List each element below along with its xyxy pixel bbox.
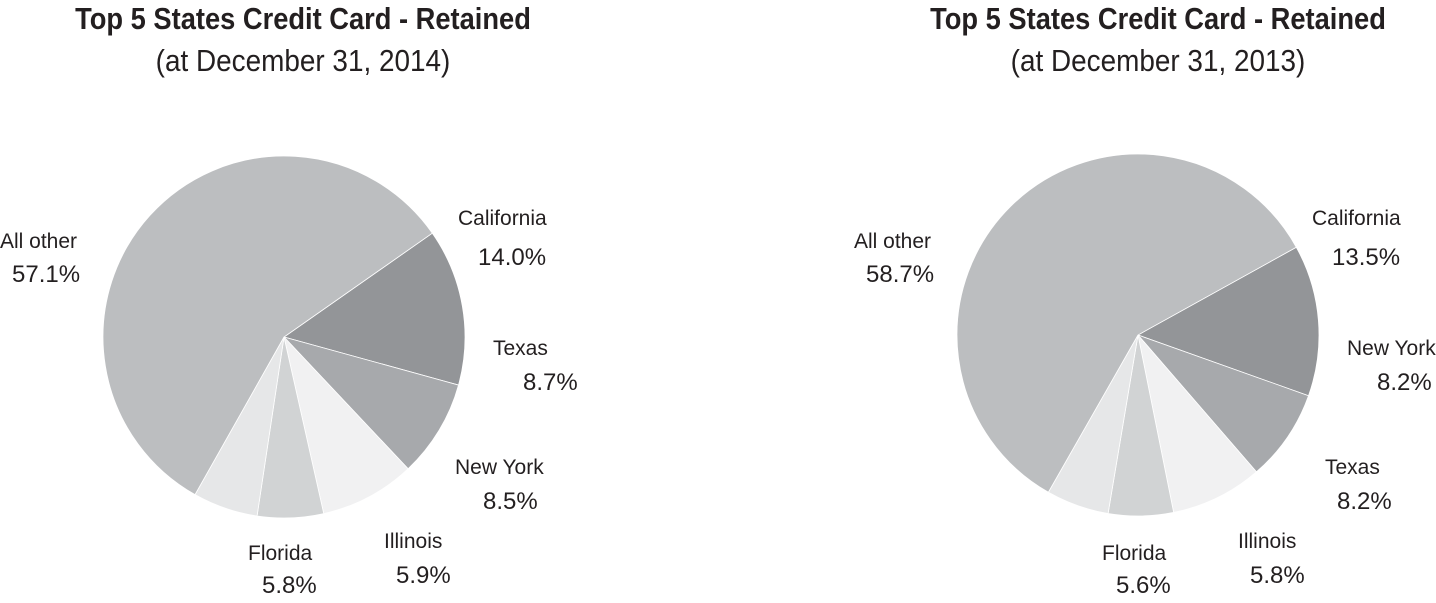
chart-title: Top 5 States Credit Card - Retained [75, 1, 531, 36]
slice-value-all-other: 57.1% [12, 261, 80, 288]
slice-label-california: California [1312, 207, 1401, 230]
slice-value-illinois: 5.8% [1250, 562, 1305, 589]
pie-slice-new-york [283, 335, 409, 515]
slice-label-texas: Texas [493, 337, 548, 360]
pie-slice-all-other [956, 153, 1297, 493]
slice-label-all-other: All other [0, 230, 77, 253]
slice-label-new-york: New York [455, 456, 544, 479]
pie-slice-all-other [102, 155, 433, 496]
slice-value-california: 13.5% [1332, 244, 1400, 271]
slice-label-florida: Florida [1102, 542, 1167, 565]
pie-chart-2014: California 14.0% Texas 8.7% New York 8.5% Illi… [0, 155, 578, 599]
slice-value-texas: 8.2% [1337, 488, 1392, 515]
chart-subtitle: (at December 31, 2013) [1010, 43, 1306, 78]
slice-value-all-other: 58.7% [866, 261, 934, 288]
chart-subtitle: (at December 31, 2014) [155, 43, 451, 78]
slice-value-new-york: 8.5% [483, 488, 538, 515]
slice-label-new-york: New York [1347, 337, 1436, 360]
pie-slice-new-york [1136, 334, 1310, 473]
slice-value-illinois: 5.9% [396, 562, 451, 589]
slice-value-texas: 8.7% [523, 369, 578, 396]
pie-slice-california [1137, 246, 1320, 397]
chart-title: Top 5 States Credit Card - Retained [930, 1, 1386, 36]
slice-value-california: 14.0% [478, 244, 546, 271]
pie-slice-california [283, 232, 466, 386]
slice-value-florida: 5.6% [1116, 572, 1171, 599]
slice-label-all-other: All other [854, 230, 931, 253]
slice-value-new-york: 8.2% [1377, 369, 1432, 396]
chart-title-2013: Top 5 States Credit Card - Retained (at … [808, 0, 1436, 84]
slice-label-illinois: Illinois [1238, 530, 1296, 553]
chart-title-2014: Top 5 States Credit Card - Retained (at … [0, 0, 653, 84]
slice-label-texas: Texas [1325, 456, 1380, 479]
pie-slice-texas [1137, 333, 1258, 513]
pie-slice-texas [282, 336, 459, 470]
slice-label-california: California [458, 207, 547, 230]
slice-label-illinois: Illinois [384, 530, 442, 553]
slice-label-florida: Florida [248, 542, 313, 565]
pie-chart-2013: California 13.5% New York 8.2% Texas 8.2% Illi… [854, 153, 1436, 599]
slice-value-florida: 5.8% [262, 572, 317, 599]
